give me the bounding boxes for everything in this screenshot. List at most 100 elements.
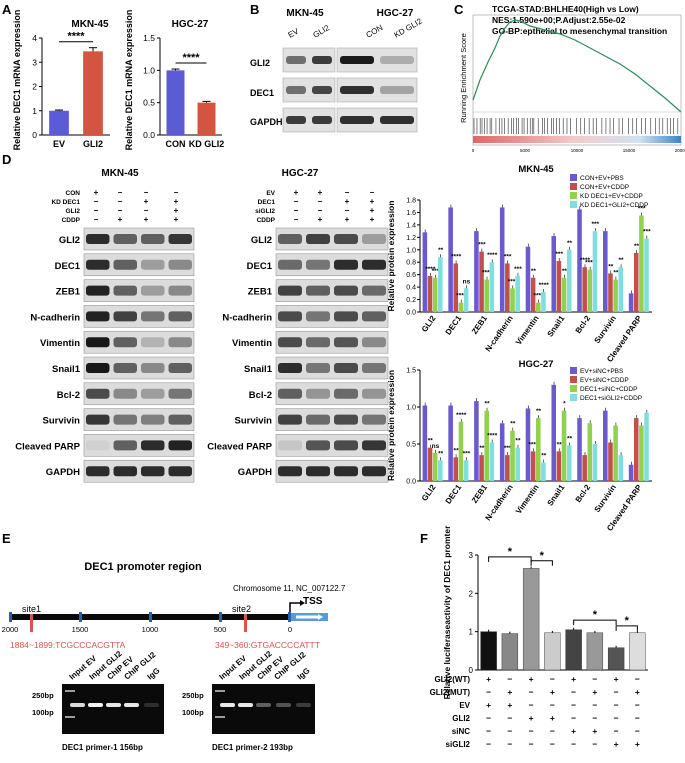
chart-hgc27-sig-label: ** <box>510 421 516 428</box>
chart-hgc27-sig-label: ** <box>479 445 485 452</box>
blot-left-band <box>168 466 192 477</box>
panel-f-sig-bracket <box>573 619 617 626</box>
chart-mkn45-sig-label: *** <box>504 253 512 260</box>
panel-a-left-sig-label: **** <box>67 31 85 43</box>
blot-left-cond-label-con: CON <box>66 190 81 197</box>
blot-row-label-gli2: GLI2 <box>251 235 272 246</box>
chart-hgc27-sig-label: ** <box>515 438 521 445</box>
panel-a-left-bar-ev <box>49 110 69 135</box>
chart-hgc27-ytick-label: 1.0 <box>406 405 416 412</box>
panel-f-bar-3 <box>522 568 540 671</box>
gel-ladder-band <box>65 690 75 692</box>
promoter-tick-0: 0 <box>288 625 292 634</box>
blot-right-cond-label-dec1: DEC1 <box>258 199 276 206</box>
chart-mkn45-bar-dec1-3 <box>463 288 469 312</box>
panel-b-right-title: HGC-27 <box>377 8 414 19</box>
panel-b-row-gapdh: GAPDH <box>250 117 283 127</box>
gel1-band <box>88 703 103 707</box>
blot-right-band <box>306 388 330 399</box>
blot-left-row-frame <box>83 434 195 457</box>
gel2-ladder-250: 250bp <box>182 691 204 700</box>
chart-mkn45-bar-dec1-2 <box>458 302 464 312</box>
chart-hgc27-bar-survivin-0 <box>603 410 608 481</box>
blot-left-row-frame <box>83 382 195 406</box>
chart-mkn45-category-vimentin: Vimentin <box>514 314 541 347</box>
blot-right-row-frame <box>275 459 389 483</box>
panel-f-sig-bracket <box>615 625 638 631</box>
gel2-band <box>256 703 271 707</box>
blot-row-label-n-cadherin: N-cadherin <box>222 312 272 323</box>
gel1-band <box>124 703 139 707</box>
blot-left-row-frame <box>83 227 195 251</box>
blot-left-cond-sign: − <box>118 206 123 215</box>
panel-b-band <box>312 86 332 94</box>
chart-mkn45-sig-label: *** <box>591 221 599 228</box>
chart-mkn45-sig-label: ** <box>438 247 444 254</box>
panel-a-right-ytick-label: 1.0 <box>143 65 155 75</box>
chart-mkn45-category-dec1: DEC1 <box>444 314 464 337</box>
gel1-ladder-100: 100bp <box>32 708 54 717</box>
panel-b-row-dec1: DEC1 <box>250 88 274 98</box>
panel-f-row-sign: − <box>635 726 640 736</box>
chart-hgc27-sig-label: **** <box>528 441 539 448</box>
panel-f-bar-4 <box>544 632 561 671</box>
blot-right-band <box>334 285 358 296</box>
panel-a-right-bar-kd-gli2 <box>197 102 216 135</box>
panel-f-bar-7 <box>607 647 625 671</box>
chart-hgc27-bar-snail1-1 <box>556 451 562 481</box>
blot-left-cond-sign: − <box>94 206 99 215</box>
gsea-xtick-label: 10000 <box>571 148 584 153</box>
blot-left-band <box>113 466 137 477</box>
gel-ladder-band <box>215 716 225 718</box>
chart-mkn45-sig-label: *** <box>643 229 651 236</box>
blot-left-band <box>141 466 165 477</box>
blot-left-band <box>113 440 137 451</box>
chart-hgc27-legend-swatch <box>570 376 577 383</box>
tick-mark-1500 <box>79 612 82 622</box>
chart-mkn45-sig-label: *** <box>478 242 486 249</box>
blot-left-row-frame <box>83 253 195 277</box>
blot-right-row-frame <box>275 330 389 354</box>
panel-a-right-chart: HGC-27 Relative DEC1 mRNA expression 0.0… <box>124 10 224 151</box>
chart-hgc27-bar-vimentin-2 <box>536 418 541 481</box>
promoter-tick-1500: 1500 <box>72 625 89 634</box>
gel1-caption: DEC1 primer-1 156bp <box>62 743 143 752</box>
blot-right-row-frame <box>275 382 389 406</box>
chart-mkn45-bar-n-cadherin-3 <box>515 275 520 312</box>
blot-right-band <box>306 234 330 244</box>
blot-right-band <box>362 234 386 244</box>
blot-left-band <box>141 234 165 244</box>
blot-right-band <box>278 388 302 399</box>
chart-hgc27-bar-n-cadherin-2 <box>510 430 515 481</box>
blot-left-cond-sign: − <box>118 188 123 197</box>
chart-mkn45-category-snail1: Snail1 <box>546 314 567 339</box>
chart-mkn45-bar-vimentin-2 <box>536 302 541 312</box>
chart-mkn45-sig-label: ** <box>567 240 573 247</box>
chart-mkn45-sig-label: **** <box>580 257 591 264</box>
chart-hgc27-bar-n-cadherin-1 <box>505 455 510 481</box>
panel-f-sig-label: * <box>625 615 630 627</box>
blot-row-label-cleaved-parp: Cleaved PARP <box>15 441 80 452</box>
chart-mkn45-ytick-label: 1.4 <box>406 222 416 229</box>
blot-right-cond-sign: − <box>370 188 375 197</box>
chart-hgc27-category-zeb1: ZEB1 <box>470 483 489 505</box>
panel-d-blot-left: MKN-45 CON + − − −KD DEC1− − + +GLI2− − − +CDDP − + +… <box>15 168 195 483</box>
panel-b-blot-frame <box>336 47 418 73</box>
blot-row-label-gapdh: GAPDH <box>46 467 80 478</box>
blot-right-band <box>334 337 358 348</box>
tss-arrow <box>289 602 300 614</box>
panel-f-row-sign: − <box>486 687 491 697</box>
chart-hgc27-bar-vimentin-0 <box>525 408 531 481</box>
panel-a-right-sig-label: **** <box>182 52 200 64</box>
panel-b-lane-ev: EV <box>287 26 301 39</box>
panel-e-promoter-map: DEC1 promoter region Chromosome 11, NC_0… <box>2 561 346 752</box>
chart-mkn45-bar-dec1-0 <box>448 207 453 312</box>
blot-left-row-frame <box>83 408 195 431</box>
gel1-ladder-250: 250bp <box>32 691 54 700</box>
panel-b-lane-gli2: GLI2 <box>312 23 332 40</box>
promoter-tick-2000: 2000 <box>2 625 19 634</box>
panel-f-ytick-label: 1 <box>469 628 474 637</box>
panel-f-row-sign: − <box>486 739 491 749</box>
panel-b-lane-con: CON <box>365 23 385 40</box>
chart-mkn45-bar-n-cadherin-2 <box>510 288 515 312</box>
